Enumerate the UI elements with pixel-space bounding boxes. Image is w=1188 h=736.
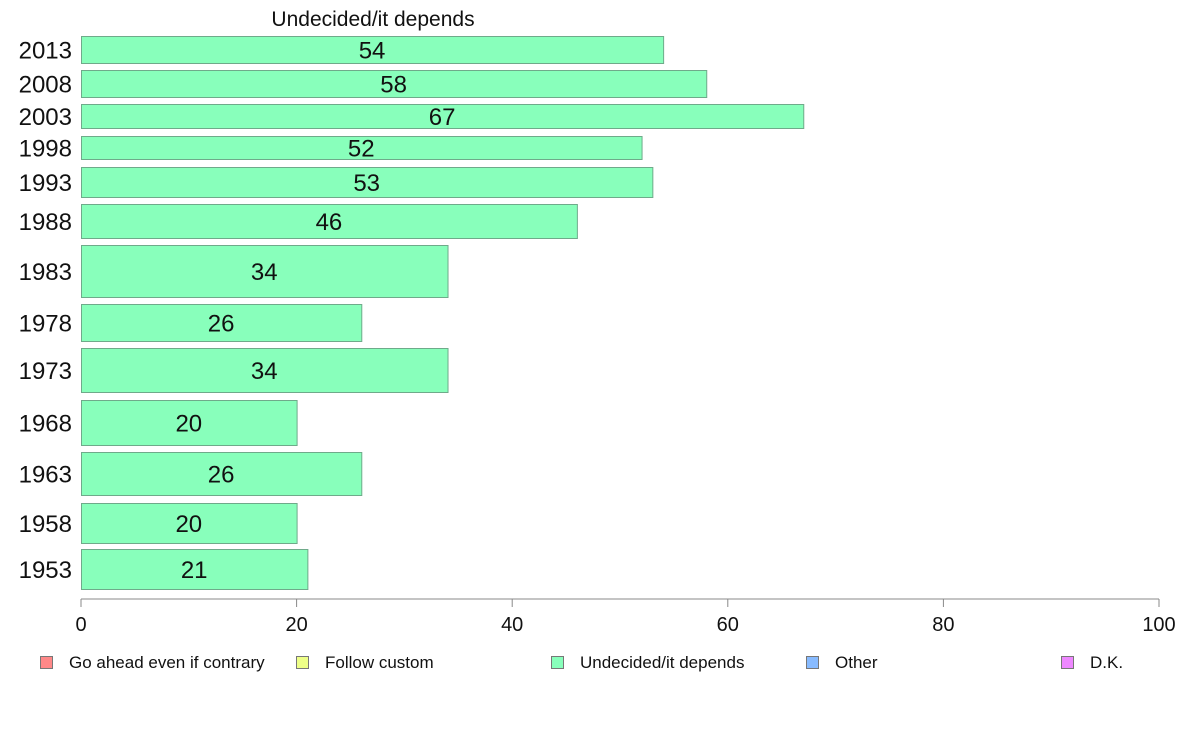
chart-title: Undecided/it depends (271, 8, 474, 31)
legend-swatch (551, 656, 564, 669)
year-label: 1993 (19, 170, 72, 197)
year-label: 1968 (19, 411, 72, 438)
year-label: 2013 (19, 38, 72, 65)
bar-value-label: 26 (208, 311, 235, 338)
bar (81, 400, 298, 446)
x-axis: 0 20 40 60 80 100 (75, 598, 1176, 636)
bar (81, 167, 654, 198)
legend-label: Other (835, 653, 878, 672)
bar-value-label: 21 (181, 557, 208, 584)
bar (81, 70, 708, 98)
legend-label: D.K. (1090, 653, 1123, 672)
bar-value-label: 53 (353, 170, 380, 197)
year-label: 2003 (19, 104, 72, 131)
x-tick-label: 20 (285, 614, 307, 636)
bar-value-label: 20 (175, 511, 202, 538)
year-label: 1963 (19, 462, 72, 489)
bar-value-label: 54 (359, 38, 386, 65)
year-label: 1958 (19, 511, 72, 538)
bar (81, 204, 578, 239)
bar-value-label: 58 (380, 72, 407, 99)
year-label: 1983 (19, 259, 72, 286)
bar-value-label: 46 (316, 209, 343, 236)
year-label: 1998 (19, 136, 72, 163)
bar (81, 503, 298, 544)
year-label: 2008 (19, 72, 72, 99)
legend-swatch (806, 656, 819, 669)
bar-value-label: 34 (251, 358, 278, 385)
legend-swatch (1061, 656, 1074, 669)
legend-swatch (296, 656, 309, 669)
bar (81, 36, 665, 64)
bar (81, 245, 449, 298)
legend-label: Go ahead even if contrary (69, 653, 265, 672)
x-tick-label: 60 (717, 614, 739, 636)
bar (81, 136, 643, 160)
bar (81, 304, 363, 342)
bar (81, 104, 805, 129)
x-tick-label: 40 (501, 614, 523, 636)
legend-swatch (40, 656, 53, 669)
legend-label: Undecided/it depends (580, 653, 744, 672)
legend: Go ahead even if contrary Follow custom Un… (40, 653, 1123, 672)
bar-value-label: 67 (429, 104, 456, 131)
bar-value-label: 26 (208, 462, 235, 489)
year-label: 1953 (19, 557, 72, 584)
year-label: 1973 (19, 358, 72, 385)
legend-label: Follow custom (325, 653, 434, 672)
bar (81, 452, 363, 496)
x-tick-label: 0 (75, 614, 86, 636)
bar-value-label: 34 (251, 259, 278, 286)
bars-layer: 2013 54 2008 58 2003 67 1998 52 1993 53 1988 46 1983… (19, 36, 805, 590)
bar (81, 348, 449, 393)
bar-value-label: 52 (348, 136, 375, 163)
x-tick-label: 100 (1142, 614, 1175, 636)
bar (81, 549, 309, 590)
year-label: 1978 (19, 311, 72, 338)
x-tick-label: 80 (932, 614, 954, 636)
bar-value-label: 20 (175, 411, 202, 438)
year-label: 1988 (19, 209, 72, 236)
